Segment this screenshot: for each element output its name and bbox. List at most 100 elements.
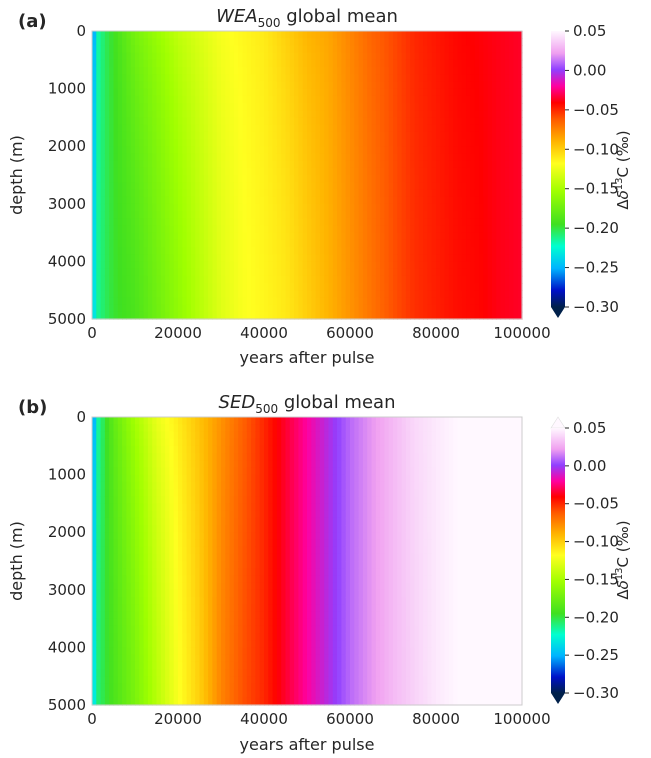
- heatmap-cell: [332, 268, 338, 277]
- heatmap-cell: [238, 45, 244, 54]
- heatmap-cell: [160, 582, 166, 591]
- heatmap-cell: [104, 561, 110, 569]
- heatmap-cell: [147, 661, 153, 670]
- heatmap-cell: [367, 311, 373, 320]
- heatmap-cell: [319, 38, 325, 46]
- heatmap-cell: [362, 88, 368, 97]
- heatmap-cell: [367, 117, 373, 126]
- heatmap-cell: [203, 139, 209, 147]
- heatmap-cell: [130, 196, 136, 205]
- heatmap-cell: [453, 290, 459, 298]
- heatmap-cell: [315, 139, 321, 147]
- heatmap-cell: [457, 160, 463, 169]
- heatmap-cell: [190, 189, 196, 198]
- heatmap-cell: [517, 175, 523, 183]
- heatmap-cell: [147, 304, 153, 313]
- heatmap-cell: [298, 38, 304, 46]
- heatmap-cell: [444, 290, 450, 298]
- heatmap-cell: [362, 38, 368, 46]
- heatmap-cell: [130, 568, 136, 576]
- heatmap-cell: [513, 290, 519, 298]
- heatmap-cell: [264, 189, 269, 198]
- heatmap-cell: [109, 247, 115, 255]
- heatmap-cell: [122, 481, 127, 490]
- heatmap-cell: [126, 532, 132, 540]
- heatmap-cell: [113, 247, 119, 255]
- heatmap-cell: [251, 110, 256, 118]
- heatmap-cell: [238, 182, 244, 190]
- heatmap-cell: [311, 261, 317, 270]
- heatmap-cell: [190, 597, 196, 605]
- heatmap-cell: [414, 254, 420, 262]
- heatmap-cell: [393, 232, 398, 241]
- heatmap-cell: [92, 561, 97, 569]
- heatmap-cell: [315, 239, 321, 248]
- heatmap-cell: [100, 553, 106, 562]
- y-tick-label: 0: [76, 22, 86, 40]
- heatmap-cell: [350, 117, 355, 126]
- heatmap-cell: [130, 124, 136, 133]
- heatmap-cell: [246, 218, 252, 226]
- heatmap-cell: [380, 211, 385, 219]
- heatmap-cell: [466, 203, 471, 212]
- heatmap-cell: [423, 275, 428, 284]
- heatmap-cell: [470, 311, 476, 320]
- heatmap-cell: [371, 311, 377, 320]
- heatmap-cell: [375, 218, 381, 226]
- heatmap-cell: [397, 283, 403, 291]
- heatmap-cell: [178, 45, 183, 54]
- heatmap-cell: [156, 625, 162, 634]
- heatmap-cell: [337, 196, 342, 205]
- heatmap-cell: [397, 88, 403, 97]
- heatmap-cell: [117, 474, 123, 483]
- heatmap-cell: [117, 697, 123, 706]
- heatmap-cell: [203, 103, 209, 111]
- heatmap-cell: [491, 117, 497, 126]
- heatmap-cell: [135, 31, 140, 39]
- heatmap-cell: [375, 131, 381, 140]
- heatmap-cell: [104, 467, 110, 476]
- heatmap-cell: [517, 218, 523, 226]
- heatmap-cell: [354, 196, 360, 205]
- heatmap-cell: [251, 175, 256, 183]
- heatmap-cell: [160, 124, 166, 133]
- heatmap-cell: [92, 496, 97, 504]
- heatmap-cell: [367, 268, 373, 277]
- heatmap-cell: [315, 117, 321, 126]
- heatmap-cell: [341, 117, 347, 126]
- heatmap-cell: [147, 297, 153, 306]
- heatmap-cell: [225, 203, 231, 212]
- heatmap-cell: [147, 568, 153, 576]
- heatmap-cell: [401, 254, 407, 262]
- heatmap-cell: [264, 275, 269, 284]
- heatmap-cell: [143, 496, 149, 504]
- heatmap-cell: [92, 239, 97, 248]
- heatmap-cell: [113, 131, 119, 140]
- heatmap-cell: [350, 153, 355, 162]
- heatmap-cell: [203, 124, 209, 133]
- heatmap-cell: [152, 445, 158, 454]
- heatmap-cell: [302, 67, 308, 75]
- heatmap-cell: [190, 553, 196, 562]
- heatmap-cell: [504, 225, 510, 234]
- heatmap-cell: [431, 160, 437, 169]
- heatmap-cell: [281, 59, 287, 68]
- heatmap-cell: [100, 690, 106, 699]
- heatmap-cell: [233, 175, 239, 183]
- heatmap-cell: [147, 431, 153, 440]
- heatmap-cell: [328, 117, 334, 126]
- heatmap-cell: [410, 31, 416, 39]
- heatmap-cell: [479, 254, 484, 262]
- heatmap-cell: [178, 467, 183, 476]
- heatmap-cell: [311, 103, 317, 111]
- heatmap-cell: [199, 124, 205, 133]
- heatmap-cell: [186, 539, 192, 548]
- heatmap-cell: [104, 481, 110, 490]
- heatmap-cell: [135, 503, 140, 512]
- heatmap-cell: [298, 81, 304, 90]
- heatmap-cell: [268, 74, 274, 82]
- heatmap-cell: [100, 489, 106, 497]
- heatmap-cell: [147, 690, 153, 699]
- heatmap-cell: [152, 640, 158, 648]
- heatmap-cell: [109, 676, 115, 684]
